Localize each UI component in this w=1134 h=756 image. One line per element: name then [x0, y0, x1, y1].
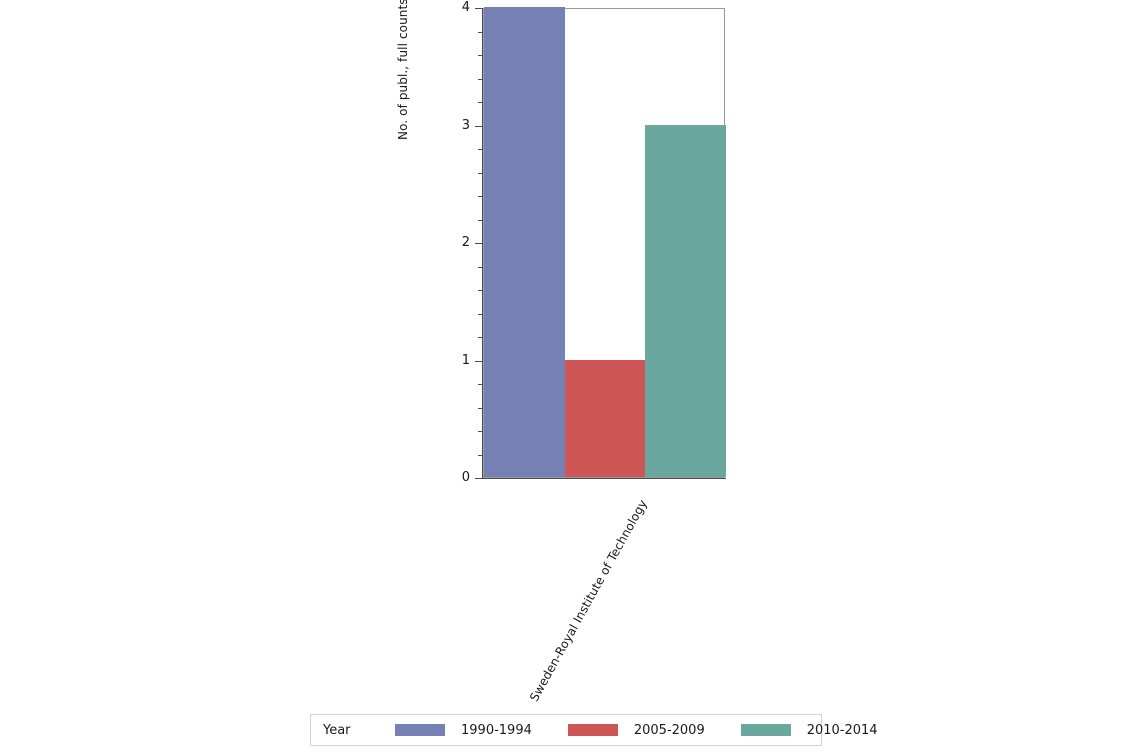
y-tick-minor: [478, 196, 482, 197]
bar-2010-2014: [645, 124, 726, 477]
y-tick-minor: [478, 267, 482, 268]
y-tick-major: [475, 126, 482, 127]
y-tick-minor: [478, 79, 482, 80]
y-tick-major: [475, 243, 482, 244]
y-tick-minor: [478, 408, 482, 409]
y-tick-label: 3: [461, 118, 470, 133]
y-axis-title: No. of publ., full counts: [396, 0, 410, 140]
legend-title: Year: [323, 722, 351, 738]
legend-label: 2005-2009: [633, 722, 705, 738]
x-axis-category-label: Sweden-Royal Institute of Technology: [527, 497, 650, 704]
y-tick-minor: [478, 220, 482, 221]
legend-entry-2010-2014[interactable]: 2010-2014: [740, 722, 878, 738]
y-tick-major: [475, 8, 482, 9]
y-tick-label: 4: [461, 0, 470, 15]
bar-1990-1994: [484, 7, 565, 477]
legend-entries: 1990-1994 2005-2009 2010-2014: [395, 723, 878, 738]
plot-area: [483, 7, 726, 478]
y-axis-line: [482, 8, 483, 479]
y-tick-label: 0: [461, 470, 470, 485]
bars-container: [484, 7, 726, 477]
y-tick-major: [475, 361, 482, 362]
legend-entry-1990-1994[interactable]: 1990-1994: [395, 723, 532, 738]
legend-swatch: [395, 724, 445, 736]
legend-label: 1990-1994: [461, 722, 532, 738]
y-tick-minor: [478, 455, 482, 456]
y-tick-minor: [478, 173, 482, 174]
y-tick-minor: [478, 290, 482, 291]
y-tick-minor: [478, 384, 482, 385]
legend-label: 2010-2014: [806, 722, 878, 738]
y-tick-label: 2: [461, 235, 470, 250]
y-tick-label: 1: [461, 353, 470, 368]
y-tick-minor: [478, 337, 482, 338]
y-tick-minor: [478, 102, 482, 103]
bar-2005-2009: [564, 359, 646, 477]
legend-swatch: [740, 724, 791, 736]
y-tick-minor: [478, 314, 482, 315]
y-tick-minor: [478, 32, 482, 33]
legend-swatch: [567, 724, 618, 736]
x-axis-line: [477, 478, 726, 479]
y-tick-minor: [478, 149, 482, 150]
legend-entry-2005-2009[interactable]: 2005-2009: [567, 722, 705, 738]
y-tick-minor: [478, 431, 482, 432]
y-tick-minor: [478, 55, 482, 56]
legend: Year 1990-1994 2005-2009 2010-2014: [310, 714, 878, 746]
